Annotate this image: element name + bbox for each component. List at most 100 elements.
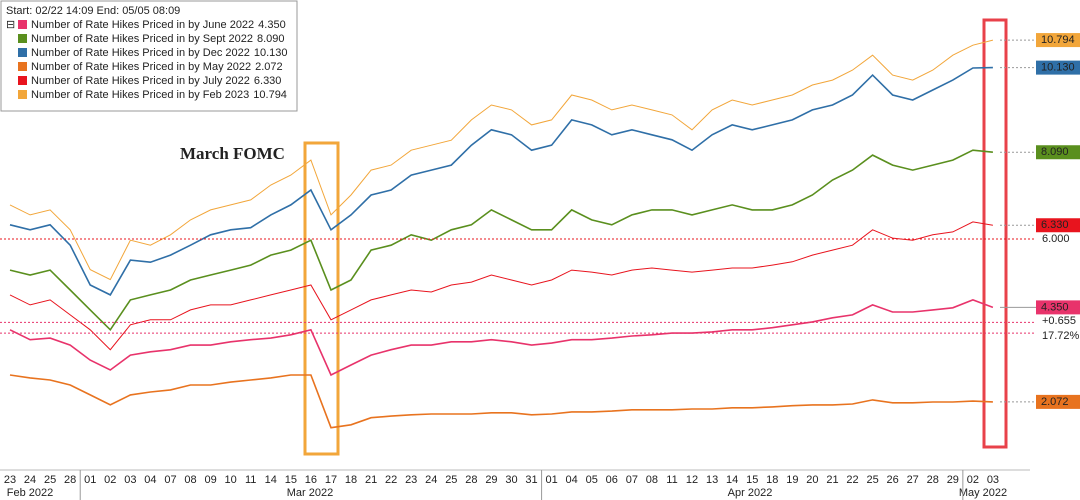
x-tick-label: 02	[104, 474, 116, 486]
value-tag: 2.072	[1041, 396, 1069, 408]
x-tick-label: 15	[285, 474, 297, 486]
legend-toggle: ⊟	[6, 19, 15, 31]
x-tick-label: 21	[365, 474, 377, 486]
x-tick-label: 11	[666, 474, 677, 486]
x-tick-label: 12	[686, 474, 698, 486]
value-tag: 6.330	[1041, 219, 1069, 231]
x-tick-label: 09	[204, 474, 216, 486]
fomc-highlight	[303, 141, 340, 456]
value-tag-bg	[1036, 218, 1080, 233]
x-tick-label: 23	[4, 474, 16, 486]
x-tick-label: 13	[706, 474, 718, 486]
x-tick-label: 21	[826, 474, 838, 486]
x-tick-label: 03	[987, 474, 999, 486]
x-tick-label: 27	[907, 474, 919, 486]
x-tick-label: 24	[425, 474, 437, 486]
legend-label: Number of Rate Hikes Priced in by Sept 2…	[31, 33, 253, 45]
legend-swatch	[18, 20, 27, 29]
value-tag-bg	[1036, 300, 1080, 315]
x-tick-label: 14	[265, 474, 277, 486]
x-tick-label: 15	[746, 474, 758, 486]
value-tag: 4.350	[1041, 301, 1069, 313]
series-line	[9, 66, 993, 296]
series-line	[9, 221, 993, 351]
series-line	[9, 299, 994, 377]
x-tick-label: 23	[405, 474, 417, 486]
legend-label: Number of Rate Hikes Priced in by May 20…	[31, 61, 251, 73]
legend-value: 8.090	[257, 33, 285, 45]
x-tick-label: 28	[927, 474, 939, 486]
x-tick-label: 26	[887, 474, 899, 486]
month-label: May 2022	[959, 487, 1007, 499]
value-tag: 8.090	[1041, 146, 1069, 158]
x-tick-label: 18	[345, 474, 357, 486]
reference-label: 6.000	[1042, 233, 1070, 245]
x-tick-label: 25	[866, 474, 878, 486]
month-label: Apr 2022	[728, 487, 773, 499]
x-tick-label: 25	[44, 474, 56, 486]
x-tick-label: 19	[786, 474, 798, 486]
x-tick-label: 30	[505, 474, 517, 486]
x-tick-label: 08	[646, 474, 658, 486]
value-tag-bg	[1036, 394, 1080, 409]
x-tick-label: 29	[947, 474, 959, 486]
legend-box	[0, 0, 298, 112]
x-tick-label: 10	[225, 474, 237, 486]
reference-label: 17.72%	[1042, 330, 1080, 342]
x-tick-label: 22	[385, 474, 397, 486]
series-line	[9, 374, 993, 429]
legend-swatch	[18, 48, 27, 57]
x-tick-label: 14	[726, 474, 738, 486]
legend-swatch	[18, 62, 27, 71]
value-tag-bg	[1036, 60, 1080, 75]
x-tick-label: 28	[465, 474, 477, 486]
x-tick-label: 11	[245, 474, 256, 486]
series-line	[9, 149, 993, 332]
legend-label: Number of Rate Hikes Priced in by Dec 20…	[31, 47, 250, 59]
x-tick-label: 24	[24, 474, 36, 486]
x-tick-label: 05	[586, 474, 598, 486]
x-tick-label: 16	[305, 474, 317, 486]
legend-label: Number of Rate Hikes Priced in by Feb 20…	[31, 89, 249, 101]
x-tick-label: 02	[967, 474, 979, 486]
x-tick-label: 03	[124, 474, 136, 486]
x-tick-label: 31	[525, 474, 537, 486]
x-tick-label: 22	[846, 474, 858, 486]
legend-value: 10.794	[253, 89, 287, 101]
value-tag: 10.794	[1041, 34, 1075, 46]
x-tick-label: 18	[766, 474, 778, 486]
x-tick-label: 07	[626, 474, 638, 486]
value-tag-bg	[1036, 145, 1080, 160]
legend-swatch	[18, 90, 27, 99]
annotation: March FOMC	[180, 144, 285, 163]
legend-swatch	[18, 34, 27, 43]
header: Start: 02/22 14:09 End: 05/05 08:09	[6, 5, 180, 17]
x-tick-label: 08	[184, 474, 196, 486]
x-tick-label: 04	[144, 474, 156, 486]
month-label: Mar 2022	[287, 487, 333, 499]
legend-swatch	[18, 76, 27, 85]
latest-highlight	[982, 18, 1008, 449]
x-tick-label: 07	[164, 474, 176, 486]
x-tick-label: 06	[606, 474, 618, 486]
reference-label: +0.655	[1042, 315, 1076, 327]
x-tick-label: 28	[64, 474, 76, 486]
value-tag: 10.130	[1041, 62, 1075, 74]
x-tick-label: 01	[545, 474, 557, 486]
month-label: Feb 2022	[7, 487, 53, 499]
x-tick-label: 25	[445, 474, 457, 486]
legend-label: Number of Rate Hikes Priced in by July 2…	[31, 75, 250, 87]
legend-value: 6.330	[254, 75, 282, 87]
x-tick-label: 04	[566, 474, 578, 486]
x-tick-label: 20	[806, 474, 818, 486]
series-line	[9, 39, 994, 281]
legend-value: 4.350	[258, 19, 286, 31]
legend-value: 2.072	[255, 61, 283, 73]
x-tick-label: 29	[485, 474, 497, 486]
x-tick-label: 01	[84, 474, 96, 486]
legend-label: Number of Rate Hikes Priced in by June 2…	[31, 19, 254, 31]
x-tick-label: 17	[325, 474, 337, 486]
value-tag-bg	[1036, 33, 1080, 48]
legend-value: 10.130	[254, 47, 288, 59]
